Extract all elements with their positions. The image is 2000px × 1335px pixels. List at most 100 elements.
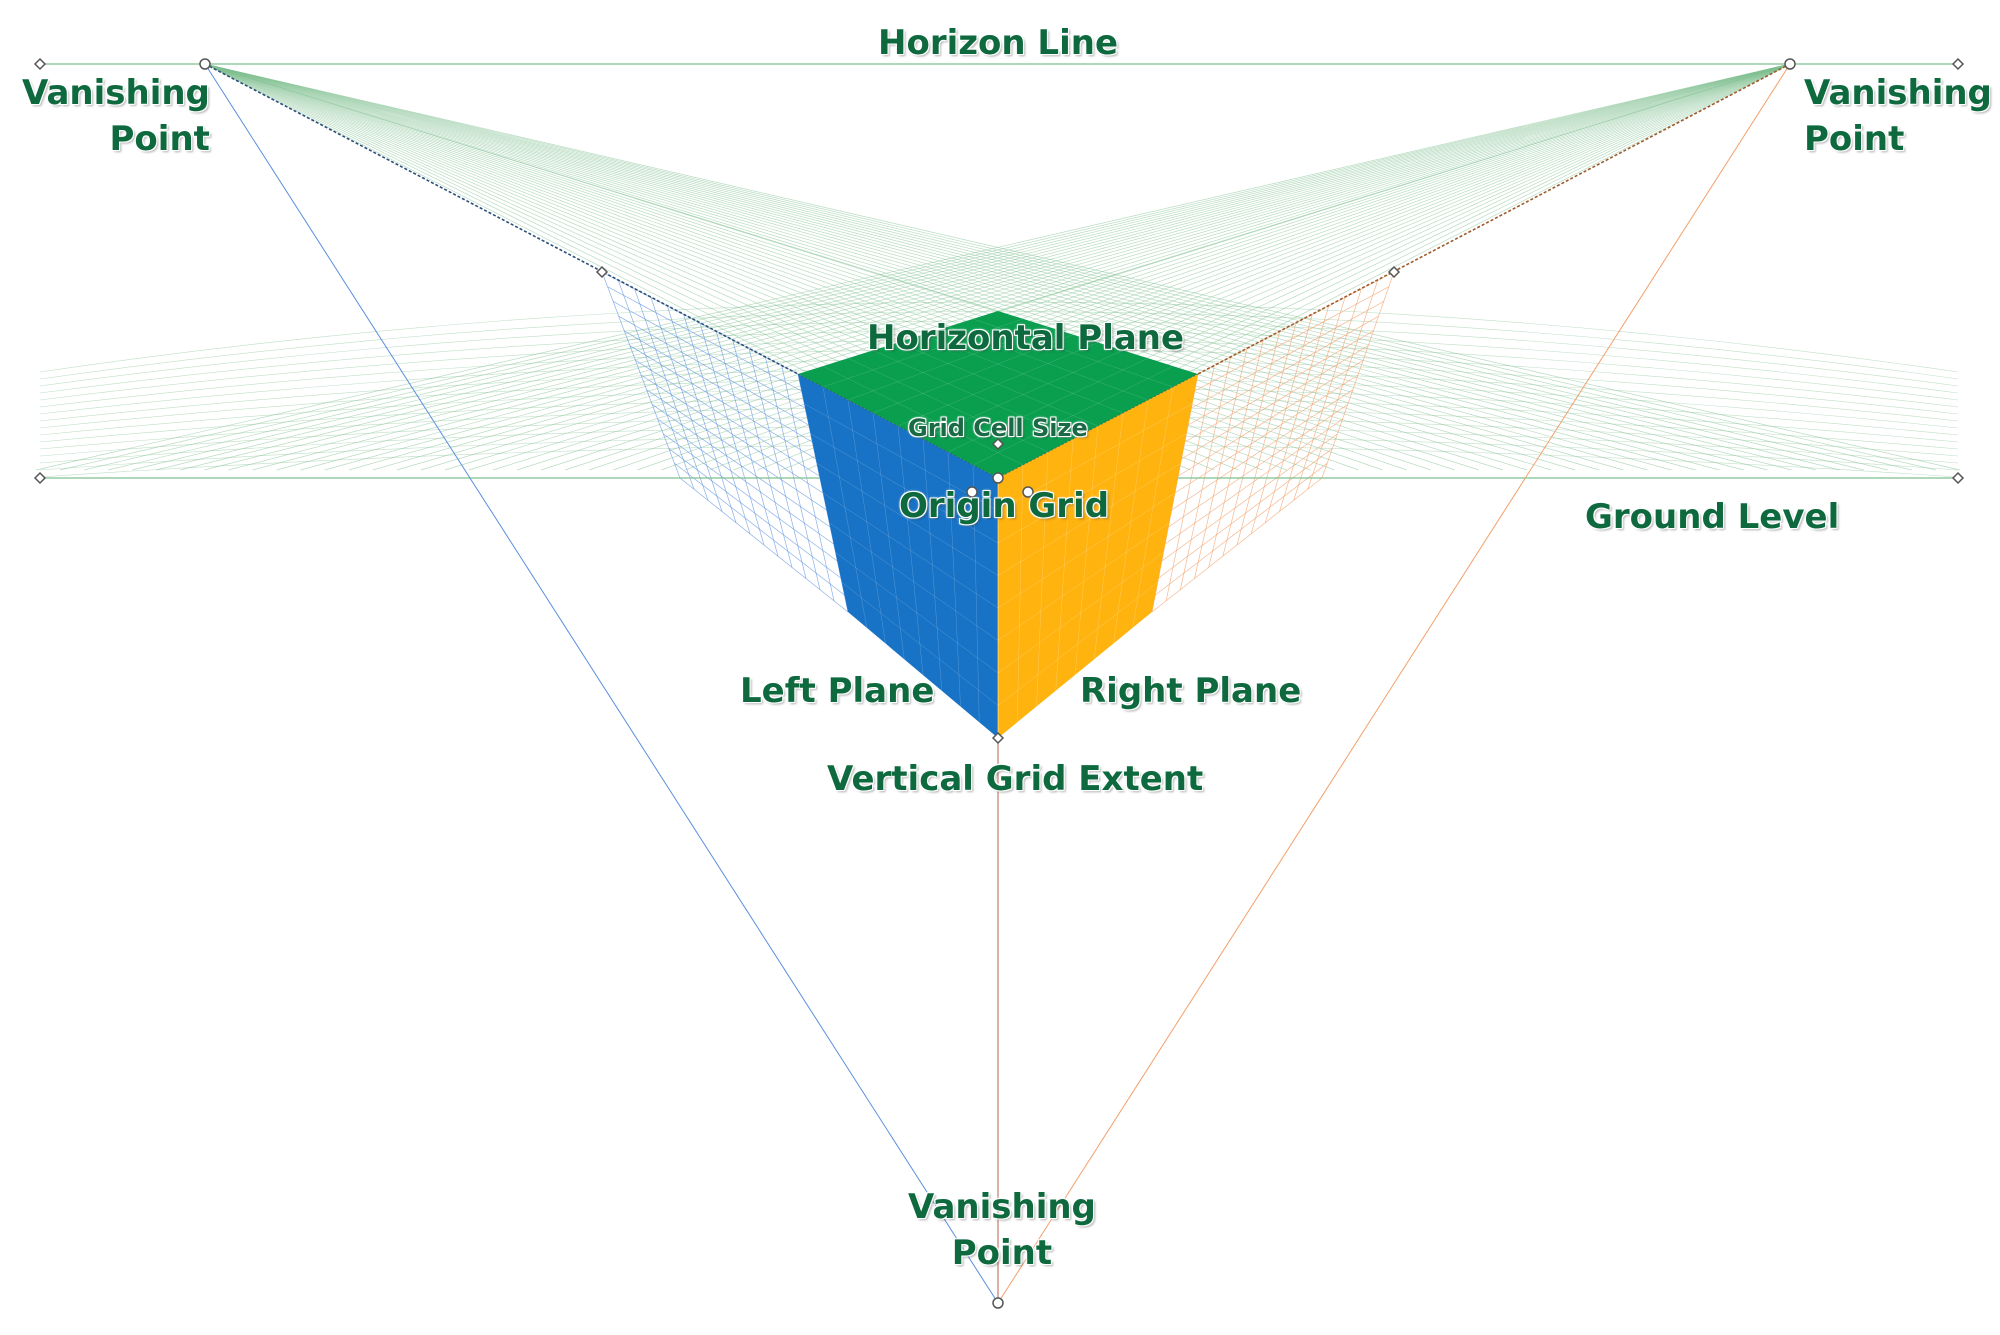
horizon-left-end-handle [33, 57, 47, 71]
top-face-grid [872, 334, 1074, 414]
left-face-grid [922, 438, 942, 691]
vanishing-point-right-label: Vanishing Point [1804, 70, 1992, 162]
ground-grid-line-left [204, 63, 1432, 471]
vanishing-point-right-handle [1784, 58, 1796, 70]
vanishing-point-right-line2: Point [1804, 119, 1905, 159]
side-grids [601, 271, 1395, 613]
ground-grid-line-right [589, 63, 1791, 471]
vanishing-point-bottom-handle [992, 1297, 1004, 1309]
left-top-guide [204, 63, 999, 312]
top-face-grid [922, 334, 1124, 414]
right-grid-line-h [1168, 404, 1348, 528]
cube [797, 311, 1199, 738]
left-vanishing-guide [204, 63, 799, 375]
right-grid-line-h [1158, 448, 1333, 579]
top-face-grid [947, 358, 1149, 453]
vanishing-point-left-handle [199, 58, 211, 70]
ground-grid-line-left [204, 63, 1888, 471]
right-grid-line-h [1178, 359, 1364, 477]
right-grid-line-h [1161, 433, 1338, 562]
ground-grid-line-left [204, 63, 1912, 471]
left-face-grid [847, 399, 886, 644]
left-grid-line-h [640, 374, 824, 494]
top-face-grid [947, 326, 1149, 401]
right-grid-line-h [1171, 389, 1354, 511]
cube-edge [797, 373, 999, 479]
cube-edge [997, 373, 1199, 479]
vanishing-point-left-label: Vanishing Point [22, 70, 210, 162]
ground-grid-line-left [204, 63, 1864, 471]
left-plane-label: Left Plane [740, 671, 935, 711]
right-grid-line-h [1151, 477, 1323, 613]
horizontal-plane-face [798, 311, 1198, 478]
left-grid-line-h [657, 418, 834, 545]
left-face-grid [804, 403, 999, 511]
left-grid-line-h [668, 448, 842, 579]
grid-cell-size-label: Grid Cell Size [908, 414, 1088, 442]
right-grid-line-h [1164, 418, 1343, 545]
left-grid-line-h [674, 463, 845, 596]
ground-grid-line-right [180, 63, 1791, 471]
left-to-bottom-guide [204, 63, 999, 1304]
ground-right-end-handle [1951, 471, 1965, 485]
right-plane-face [998, 374, 1198, 738]
left-face-grid [972, 464, 980, 723]
right-grid-line-h [1191, 301, 1384, 409]
vanishing-point-bottom-line1: Vanishing [908, 1187, 1096, 1227]
left-grid-line-h [646, 389, 827, 511]
right-grid-line-h [1155, 463, 1328, 596]
grid-cell-size-handle [991, 437, 1005, 451]
right-face-grid [997, 582, 1158, 706]
ground-grid-line-right [132, 63, 1791, 471]
ground-grid-line-right [156, 63, 1791, 471]
top-face-grid [972, 365, 1174, 466]
top-face-grid [972, 318, 1174, 388]
ground-grid-line-left [204, 63, 1576, 471]
ground-level-label: Ground Level [1585, 497, 1840, 537]
ground-grid-line-right [613, 63, 1791, 471]
right-face-grid [1017, 464, 1024, 723]
right-face-grid [1094, 412, 1124, 660]
origin-left-handle [966, 486, 978, 498]
ground-grid-line-right [204, 63, 1791, 471]
ground-grid-line-left [204, 63, 1600, 471]
right-grid-line-h [1187, 315, 1379, 426]
right-grid-line-h [1184, 330, 1374, 443]
left-grid-line-h [679, 477, 849, 613]
ground-grid-line-right [108, 63, 1791, 471]
left-grid-line-h [618, 315, 809, 426]
ground-grid-line-right [59, 63, 1791, 471]
left-face-grid [816, 463, 999, 576]
top-face-grid [847, 358, 1049, 453]
top-face-grid [847, 326, 1049, 401]
vanishing-point-left-line1: Vanishing [22, 73, 210, 113]
ground-grid-line-right [420, 63, 1791, 471]
ground-grid-line-left [204, 63, 1456, 471]
left-grid-line-h [624, 330, 813, 443]
horizon-right-end-handle [1951, 57, 1965, 71]
horizon-line-label: Horizon Line [878, 23, 1119, 63]
left-face-grid [822, 386, 867, 628]
ground-grid-line-right [516, 63, 1791, 471]
right-face-grid [997, 463, 1181, 576]
vanishing-point-right-line1: Vanishing [1804, 73, 1992, 113]
left-grid-line-h [635, 359, 820, 477]
ground-grid-line-left [204, 63, 1816, 471]
right-face-grid [1074, 425, 1099, 676]
right-grid-line-h [1174, 374, 1359, 494]
left-face-grid [947, 451, 961, 707]
ground-grid-line-right [396, 63, 1791, 471]
right-face-grid [1132, 386, 1174, 628]
left-grid-line-h [651, 404, 831, 528]
vertical-grid-extent-label: Vertical Grid Extent [827, 759, 1204, 799]
ground-grid-line-left [204, 63, 1528, 471]
ground-grid-line-left [204, 63, 1840, 471]
right-plane-label: Right Plane [1080, 671, 1302, 711]
left-face-grid [835, 552, 999, 674]
right-face-grid [997, 552, 1164, 674]
right-grid-line-h [1181, 345, 1369, 460]
right-top-guide [997, 63, 1791, 312]
left-face-grid [897, 425, 924, 676]
